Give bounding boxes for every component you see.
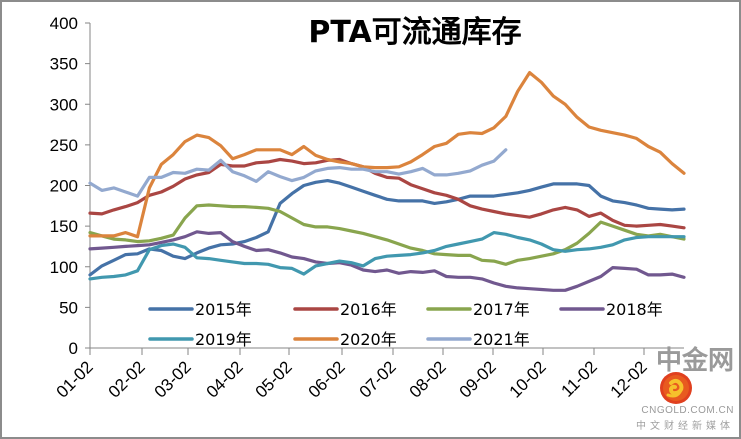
legend-label: 2019年 xyxy=(195,330,252,349)
x-tick-label: 04-02 xyxy=(203,357,247,401)
x-tick-label: 03-02 xyxy=(151,357,195,401)
legend-label: 2018年 xyxy=(606,300,663,319)
x-tick-label: 05-02 xyxy=(252,357,296,401)
x-tick-label: 12-02 xyxy=(607,357,651,401)
y-tick-label: 300 xyxy=(50,95,78,114)
x-tick-label: 02-02 xyxy=(105,357,149,401)
legend-label: 2020年 xyxy=(340,330,397,349)
legend: 2015年 2016年 2017年 2018年 2019年 2020年 2021年 xyxy=(148,300,663,349)
x-tick-label: 01-02 xyxy=(53,357,97,401)
y-tick-label: 400 xyxy=(50,14,78,33)
chart-title: PTA可流通库存 xyxy=(308,15,521,50)
watermark-domain: CNGOLD.COM.CN xyxy=(641,405,734,416)
series-lines xyxy=(88,70,686,292)
legend-item-2016: 2016年 xyxy=(293,300,397,319)
legend-label: 2016年 xyxy=(340,300,397,319)
y-tick-label: 0 xyxy=(69,339,78,358)
legend-item-2021: 2021年 xyxy=(426,330,530,349)
y-tick-label: 100 xyxy=(50,258,78,277)
y-tick-label: 150 xyxy=(50,217,78,236)
cngold-logo-icon xyxy=(660,372,692,404)
x-tick-label: 10-02 xyxy=(506,357,550,401)
x-tick-label: 06-02 xyxy=(305,357,349,401)
legend-item-2015: 2015年 xyxy=(148,300,252,319)
legend-label: 2017年 xyxy=(473,300,530,319)
y-tick-label: 350 xyxy=(50,55,78,74)
x-axis: 01-02 02-02 03-02 04-02 05-02 06-02 07-02 08-02… xyxy=(53,347,684,402)
x-tick-label: 09-02 xyxy=(456,357,500,401)
series-line-2018 xyxy=(88,230,686,292)
legend-item-2017: 2017年 xyxy=(426,300,530,319)
y-tick-label: 50 xyxy=(59,298,78,317)
series-line-2017 xyxy=(88,203,686,266)
legend-item-2019: 2019年 xyxy=(148,330,252,349)
series-line-2019 xyxy=(88,231,686,281)
series-line-2021 xyxy=(88,148,508,198)
watermark: 中金网 CNGOLD.COM.CN 中文财经新媒体 xyxy=(636,345,734,432)
legend-item-2020: 2020年 xyxy=(293,330,397,349)
legend-item-2018: 2018年 xyxy=(559,300,663,319)
legend-label: 2021年 xyxy=(473,330,530,349)
y-tick-label: 200 xyxy=(50,177,78,196)
legend-label: 2015年 xyxy=(195,300,252,319)
x-tick-label: 07-02 xyxy=(356,357,400,401)
series-line-2020 xyxy=(88,70,686,239)
watermark-slogan: 中文财经新媒体 xyxy=(636,419,734,432)
x-tick-label: 11-02 xyxy=(558,357,601,400)
series-line-2015 xyxy=(88,179,686,277)
watermark-brand: 中金网 xyxy=(656,345,734,376)
y-axis: 0 50 100 150 200 250 300 350 400 xyxy=(50,14,91,358)
y-tick-label: 250 xyxy=(50,136,78,155)
series-line-2016 xyxy=(88,157,686,230)
x-tick-label: 08-02 xyxy=(406,357,450,401)
